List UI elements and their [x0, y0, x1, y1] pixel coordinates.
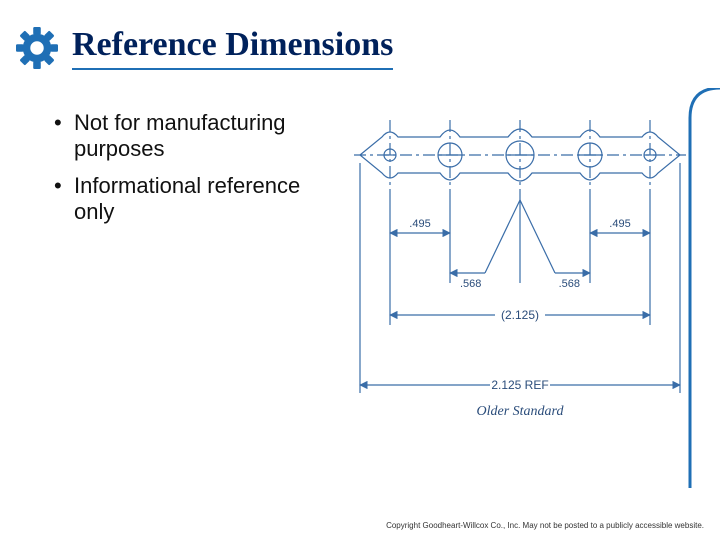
slide-header: Reference Dimensions [16, 18, 704, 78]
engineering-diagram: .495 .495 .568 .568 (2.125) 2.125 REF [350, 105, 690, 445]
diagram-label: Older Standard [477, 404, 565, 419]
gear-icon [16, 27, 58, 69]
dim-text: (2.125) [501, 308, 539, 322]
bullet-list: Not for manufacturing purposes Informati… [54, 110, 339, 236]
dim-text: .495 [609, 218, 630, 230]
dim-text: 2.125 REF [491, 378, 548, 392]
bullet-text: Not for manufacturing purposes [74, 110, 286, 161]
list-item: Not for manufacturing purposes [54, 110, 339, 163]
slide-title: Reference Dimensions [72, 26, 393, 70]
copyright-text: Copyright Goodheart-Willcox Co., Inc. Ma… [386, 521, 704, 530]
dim-text: .568 [460, 278, 481, 290]
list-item: Informational reference only [54, 173, 339, 226]
dim-text: .495 [409, 218, 430, 230]
dim-text: .568 [559, 278, 580, 290]
bullet-text: Informational reference only [74, 173, 300, 224]
